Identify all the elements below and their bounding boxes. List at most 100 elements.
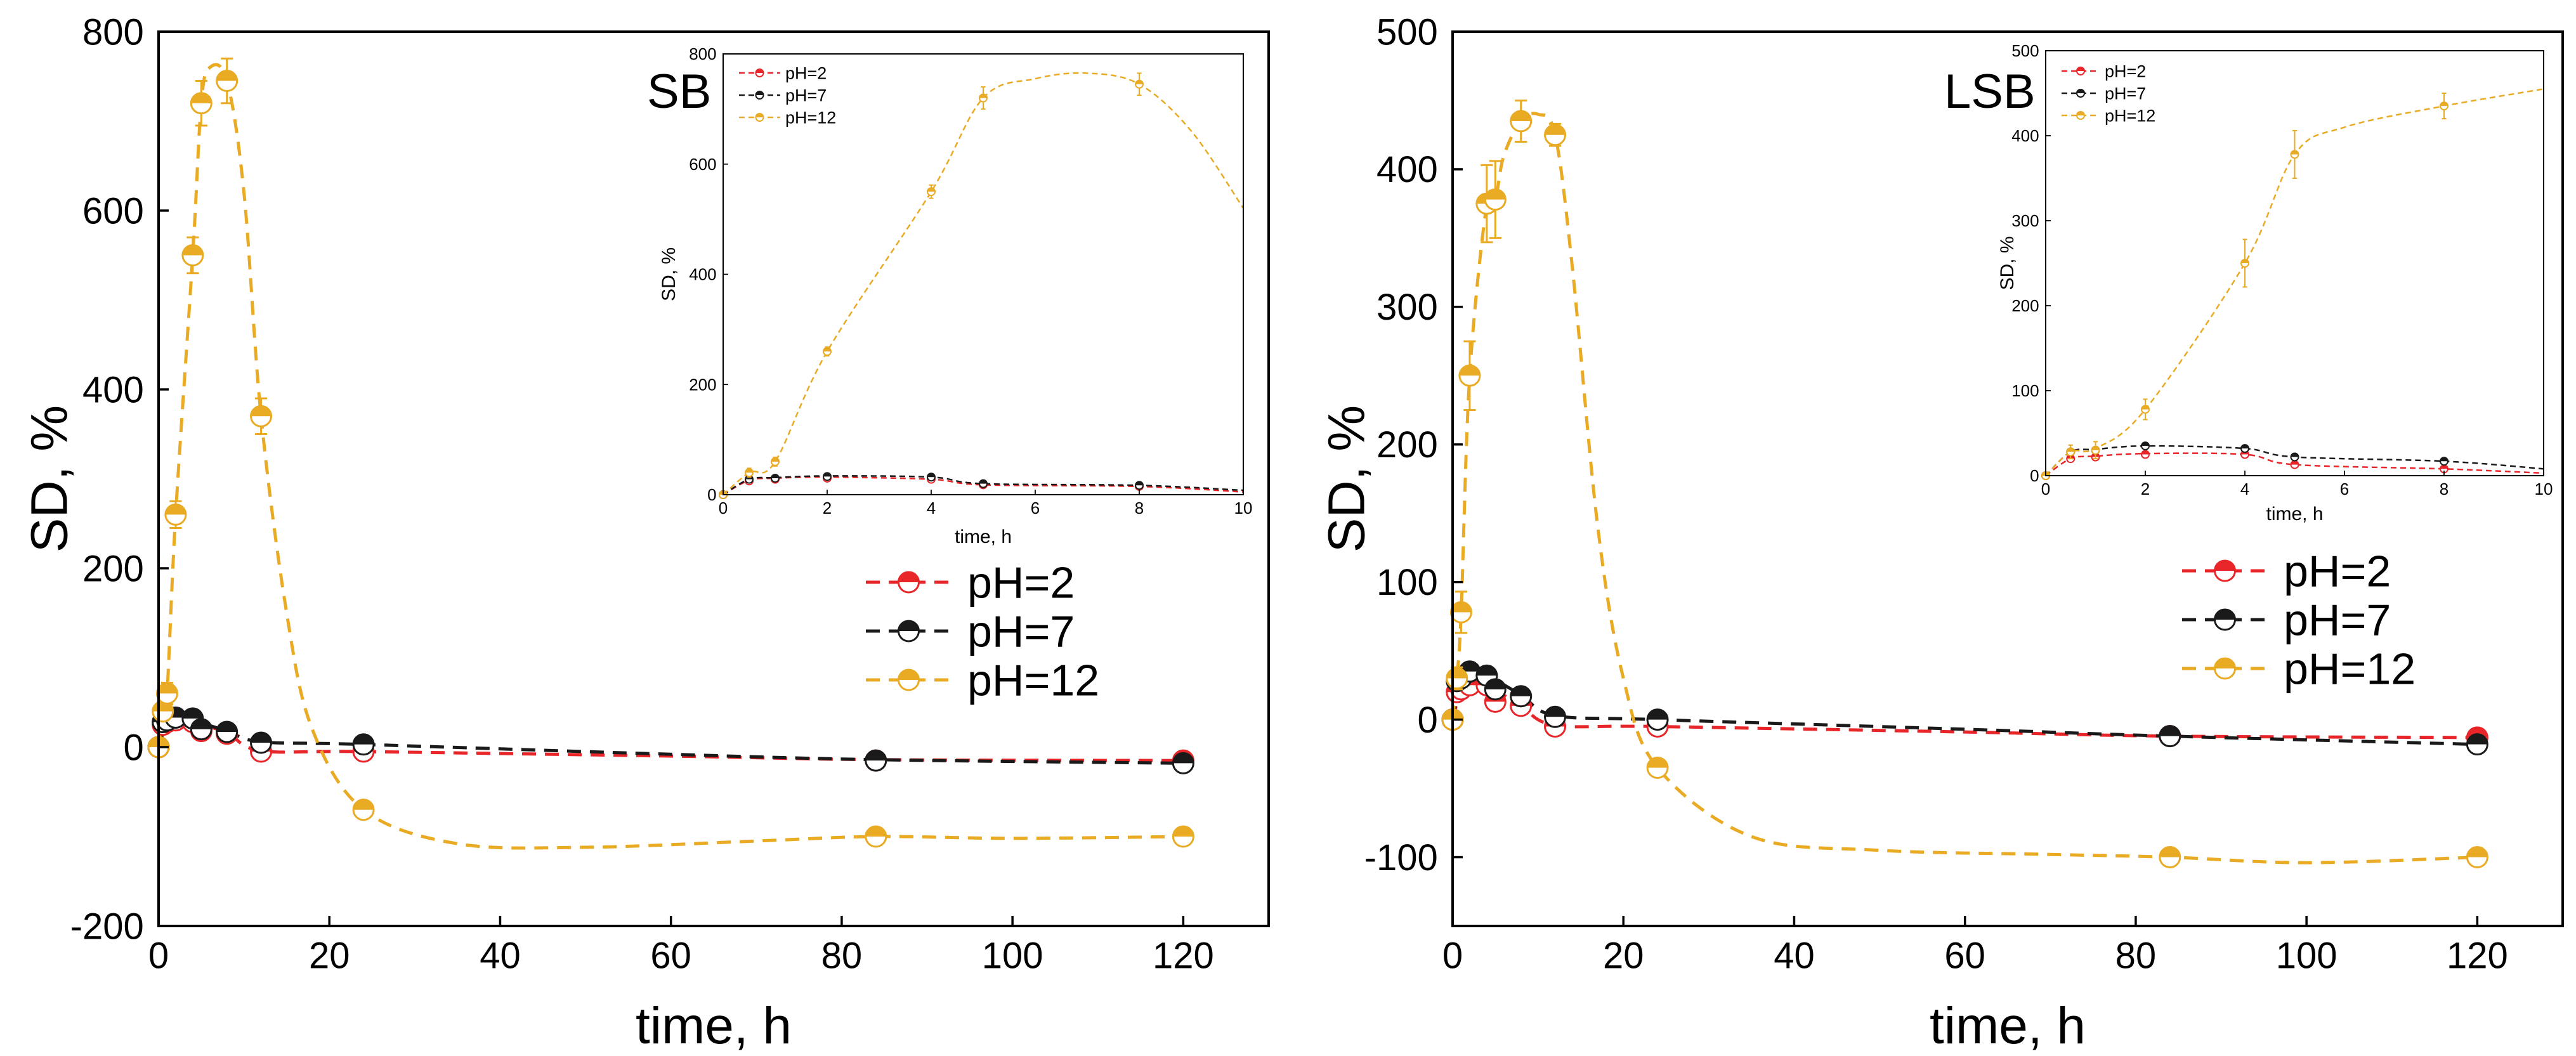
sb-inset-chart: 0 2 4 6 8 10 0 200 400 600 800 time, h SD, % pH=2 pH=7… bbox=[658, 44, 1252, 547]
sb-inset-legend-marker bbox=[755, 91, 764, 100]
sb-inset-xlabel: time, h bbox=[955, 526, 1012, 547]
sb-main-ytick-label: -200 bbox=[70, 906, 144, 947]
sb-main-xtick-label: 120 bbox=[1153, 935, 1214, 977]
lsb-main-point-pH=7 bbox=[1510, 685, 1533, 708]
lsb-inset-ytick-label: 100 bbox=[2011, 381, 2039, 400]
sb-main-xtick-label: 20 bbox=[309, 935, 350, 977]
sb-main-axes-frame bbox=[157, 30, 1270, 927]
sb-main-legend-label: pH=7 bbox=[967, 607, 1075, 656]
lsb-main-point-pH=12 bbox=[1458, 364, 1481, 387]
lsb-main-point-pH=12 bbox=[1484, 188, 1507, 211]
lsb-main-point-pH=7 bbox=[1544, 705, 1567, 728]
sb-inset-plot-area bbox=[723, 54, 1243, 495]
lsb-inset-legend-label: pH=7 bbox=[2105, 84, 2146, 103]
lsb-inset-xtick-label: 0 bbox=[2041, 479, 2050, 499]
lsb-main-ytick-label: 0 bbox=[1418, 700, 1438, 741]
lsb-main-legend-marker bbox=[2214, 608, 2236, 631]
sb-main-xtick-label: 80 bbox=[821, 935, 863, 977]
lsb-main-curve-pH=12 bbox=[1453, 112, 2478, 864]
sb-main-point-pH=12 bbox=[352, 799, 375, 821]
lsb-inset-legend-marker bbox=[2076, 89, 2085, 98]
sb-main-xtick-label: 0 bbox=[148, 935, 169, 977]
sb-inset-point-pH=12 bbox=[745, 468, 754, 478]
lsb-inset-point-pH=7 bbox=[2141, 441, 2150, 451]
lsb-inset-plot-area bbox=[2046, 51, 2544, 476]
lsb-inset-point-pH=7 bbox=[2290, 452, 2299, 462]
sb-inset-xtick-label: 10 bbox=[1234, 499, 1253, 518]
lsb-main-xlabel: time, h bbox=[1930, 997, 2086, 1055]
lsb-main-xtick-label: 20 bbox=[1603, 935, 1644, 977]
lsb-inset-point-pH=12 bbox=[2290, 150, 2299, 159]
lsb-inset-xtick-label: 6 bbox=[2340, 479, 2349, 499]
lsb-main-ytick-label: -100 bbox=[1364, 837, 1438, 878]
sb-inset-legend-label: pH=12 bbox=[785, 108, 836, 127]
sb-main-point-pH=12 bbox=[1172, 825, 1194, 848]
sb-main-curve-pH=7 bbox=[159, 715, 1184, 765]
lsb-inset-ytick-label: 500 bbox=[2011, 41, 2039, 60]
sb-inset-legend-entry: pH=2 bbox=[739, 63, 827, 82]
sb-inset-point-pH=7 bbox=[823, 472, 832, 481]
sb-main-legend-marker bbox=[898, 620, 920, 642]
lsb-inset-point-pH=2 bbox=[2290, 460, 2299, 469]
lsb-inset-point-pH=12 bbox=[2141, 405, 2150, 414]
lsb-main-legend-entry: pH=12 bbox=[2182, 644, 2416, 694]
lsb-inset-xtick-label: 10 bbox=[2535, 479, 2553, 499]
sb-main-xtick-label: 40 bbox=[480, 935, 521, 977]
lsb-main-legend-label: pH=2 bbox=[2284, 547, 2391, 596]
sb-main-xtick-label: 100 bbox=[982, 935, 1043, 977]
lsb-main-point-pH=12 bbox=[1646, 757, 1669, 779]
sb-main-point-pH=12 bbox=[181, 244, 204, 266]
lsb-main-legend: pH=2pH=7pH=12 bbox=[2182, 547, 2416, 694]
lsb-main-point-pH=12 bbox=[1544, 124, 1567, 147]
sb-inset-point-pH=7 bbox=[979, 479, 988, 488]
sb-main-ytick-label: 600 bbox=[82, 190, 144, 231]
sb-main-legend-marker bbox=[898, 668, 920, 691]
sb-inset-point-pH=12 bbox=[979, 93, 988, 103]
sb-inset-point-pH=12 bbox=[927, 187, 936, 197]
lsb-main-legend-entry: pH=2 bbox=[2182, 547, 2391, 596]
sb-main-legend-label: pH=12 bbox=[967, 656, 1099, 705]
sb-main-legend-entry: pH=7 bbox=[866, 607, 1075, 656]
lsb-inset-legend-entry: pH=12 bbox=[2062, 106, 2155, 125]
lsb-main-ytick-label: 100 bbox=[1376, 562, 1438, 603]
lsb-inset-legend-marker bbox=[2076, 111, 2085, 120]
lsb-inset-legend-marker bbox=[2076, 67, 2085, 75]
sb-inset-xtick-label: 2 bbox=[823, 499, 832, 518]
sb-inset-ytick-label: 600 bbox=[689, 155, 716, 174]
lsb-main-point-pH=12 bbox=[2466, 846, 2488, 869]
sb-inset-legend-entry: pH=7 bbox=[739, 86, 827, 105]
sb-inset-ylabel: SD, % bbox=[658, 247, 679, 301]
sb-inset-ytick-label: 0 bbox=[707, 485, 716, 504]
lsb-main-ytick-label: 400 bbox=[1376, 149, 1438, 190]
lsb-inset-point-pH=12 bbox=[2240, 259, 2249, 268]
sb-main-point-pH=12 bbox=[216, 70, 239, 93]
lsb-inset-point-pH=7 bbox=[2440, 457, 2449, 466]
lsb-main-legend-marker bbox=[2214, 657, 2236, 680]
lsb-inset-axes-frame bbox=[2045, 50, 2544, 476]
lsb-main-point-pH=7 bbox=[2466, 733, 2488, 756]
sb-main-ytick-label: 200 bbox=[82, 548, 144, 589]
lsb-main-ytick-label: 300 bbox=[1376, 287, 1438, 328]
sb-inset-point-pH=12 bbox=[823, 347, 832, 356]
sb-inset-legend-label: pH=7 bbox=[785, 86, 827, 105]
sb-inset-xtick-label: 6 bbox=[1031, 499, 1040, 518]
sb-main-legend-entry: pH=2 bbox=[866, 558, 1075, 608]
sb-main-point-pH=7 bbox=[1172, 752, 1194, 774]
lsb-inset-legend-label: pH=12 bbox=[2105, 106, 2155, 125]
lsb-inset-legend-entry: pH=2 bbox=[2062, 62, 2146, 81]
sb-main-point-pH=12 bbox=[164, 503, 187, 526]
lsb-main-xtick-label: 120 bbox=[2447, 935, 2508, 977]
lsb-main-point-pH=12 bbox=[2159, 846, 2181, 869]
lsb-main-point-pH=12 bbox=[1446, 667, 1468, 690]
sb-inset-xtick-label: 8 bbox=[1135, 499, 1144, 518]
lsb-main-xtick-label: 80 bbox=[2115, 935, 2157, 977]
sb-main-point-pH=7 bbox=[250, 731, 273, 754]
lsb-inset-xtick-label: 2 bbox=[2141, 479, 2150, 499]
sb-main-xtick-label: 60 bbox=[650, 935, 691, 977]
lsb-main-xtick-label: 60 bbox=[1944, 935, 1985, 977]
lsb-main-ytick-label: 200 bbox=[1376, 424, 1438, 466]
lsb-main-legend-label: pH=7 bbox=[2284, 596, 2391, 645]
lsb-inset-xlabel: time, h bbox=[2266, 504, 2323, 525]
sb-inset-legend: pH=2 pH=7 pH=12 bbox=[739, 63, 836, 127]
